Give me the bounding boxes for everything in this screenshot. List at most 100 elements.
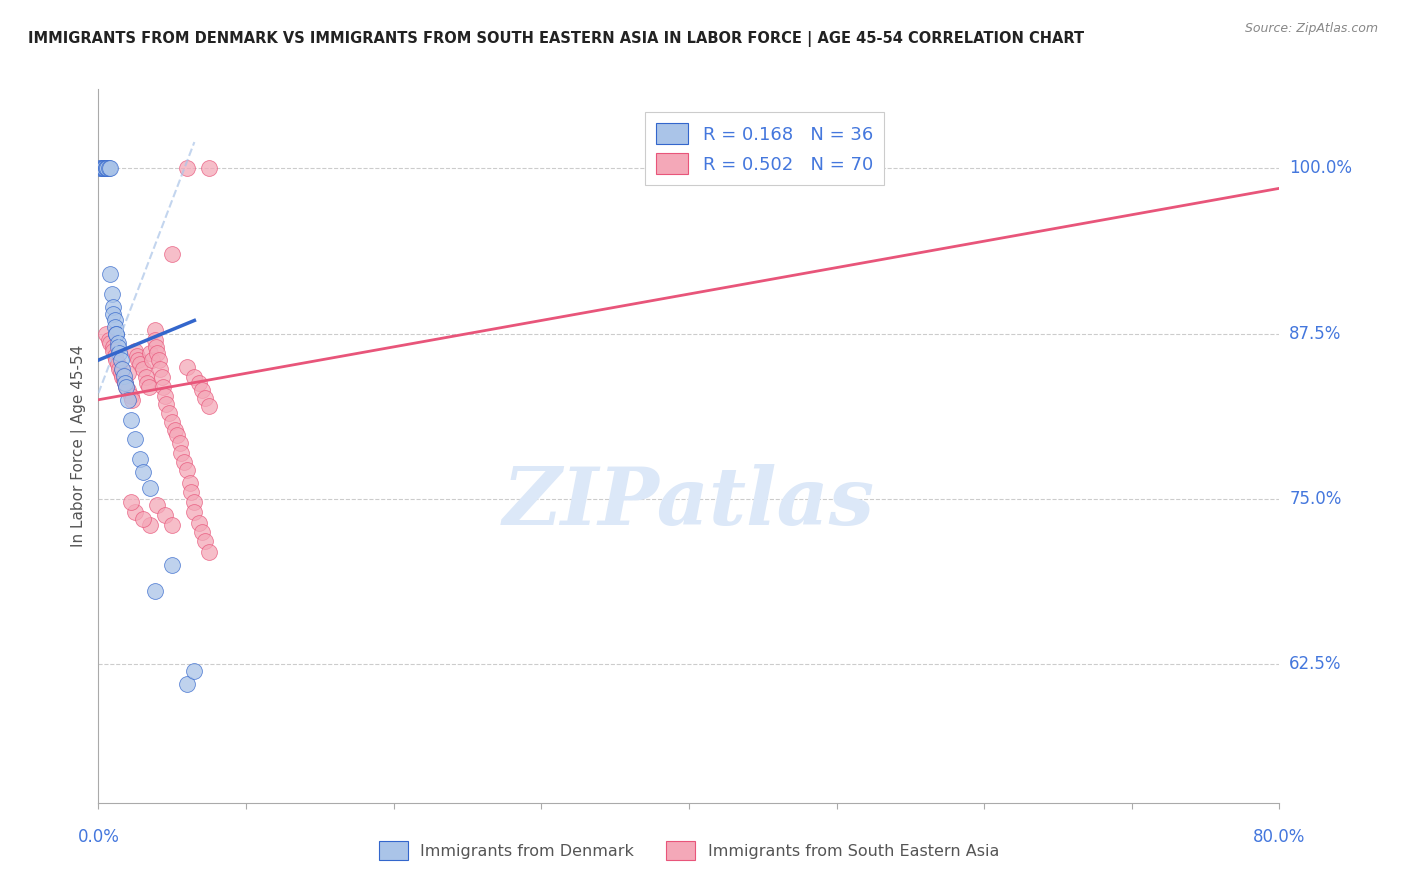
Point: [127, 353, 149, 368]
Point: [194, 534, 217, 549]
Point: [152, 379, 174, 393]
Point: [111, 370, 134, 384]
Point: [115, 379, 138, 393]
Point: [94, 161, 117, 176]
Point: [139, 481, 162, 495]
Point: [162, 415, 183, 429]
Point: [112, 368, 135, 383]
Text: ZIPatlas: ZIPatlas: [503, 465, 875, 541]
Point: [145, 340, 167, 354]
Point: [120, 412, 142, 426]
Point: [114, 376, 136, 390]
Point: [169, 436, 191, 450]
Point: [120, 389, 142, 403]
Point: [198, 400, 221, 414]
Point: [117, 367, 139, 381]
Text: 80.0%: 80.0%: [1253, 828, 1306, 846]
Point: [93, 161, 115, 176]
Point: [128, 452, 150, 467]
Point: [187, 376, 209, 390]
Point: [198, 161, 221, 176]
Point: [90, 161, 112, 176]
Point: [110, 367, 132, 381]
Point: [153, 389, 176, 403]
Point: [146, 346, 169, 360]
Point: [107, 335, 129, 350]
Point: [139, 346, 162, 360]
Point: [120, 494, 142, 508]
Point: [149, 362, 172, 376]
Point: [183, 664, 205, 678]
Point: [166, 428, 188, 442]
Legend: Immigrants from Denmark, Immigrants from South Eastern Asia: Immigrants from Denmark, Immigrants from…: [373, 835, 1005, 866]
Point: [143, 333, 166, 347]
Point: [148, 353, 170, 368]
Point: [91, 161, 114, 176]
Point: [112, 373, 135, 387]
Point: [176, 463, 198, 477]
Point: [162, 247, 183, 261]
Text: IMMIGRANTS FROM DENMARK VS IMMIGRANTS FROM SOUTH EASTERN ASIA IN LABOR FORCE | A: IMMIGRANTS FROM DENMARK VS IMMIGRANTS FR…: [28, 31, 1084, 47]
Point: [105, 353, 128, 368]
Point: [103, 300, 125, 314]
Point: [124, 343, 146, 358]
Point: [162, 558, 183, 572]
Text: 75.0%: 75.0%: [1289, 490, 1341, 508]
Point: [105, 326, 128, 341]
Point: [191, 524, 214, 539]
Point: [179, 475, 201, 490]
Point: [124, 433, 146, 447]
Text: 62.5%: 62.5%: [1289, 655, 1341, 673]
Point: [100, 287, 122, 301]
Point: [96, 161, 118, 176]
Point: [98, 267, 121, 281]
Point: [180, 485, 202, 500]
Point: [162, 518, 183, 533]
Point: [155, 397, 177, 411]
Point: [110, 353, 132, 368]
Point: [117, 392, 139, 407]
Point: [103, 343, 125, 358]
Text: 87.5%: 87.5%: [1289, 325, 1341, 343]
Point: [183, 370, 205, 384]
Point: [107, 357, 129, 371]
Point: [143, 323, 166, 337]
Point: [94, 326, 117, 341]
Point: [183, 494, 205, 508]
Point: [121, 392, 143, 407]
Point: [146, 499, 169, 513]
Y-axis label: In Labor Force | Age 45-54: In Labor Force | Age 45-54: [72, 345, 87, 547]
Point: [157, 406, 180, 420]
Point: [143, 584, 166, 599]
Point: [170, 445, 193, 459]
Point: [98, 335, 121, 350]
Point: [194, 392, 217, 406]
Point: [191, 384, 214, 398]
Point: [105, 326, 128, 341]
Point: [103, 340, 125, 354]
Point: [91, 161, 114, 176]
Point: [176, 161, 198, 176]
Point: [187, 516, 209, 530]
Point: [128, 357, 150, 371]
Point: [153, 508, 176, 522]
Point: [150, 370, 173, 384]
Point: [125, 349, 148, 363]
Point: [97, 333, 120, 347]
Point: [108, 346, 131, 360]
Point: [117, 384, 139, 398]
Point: [104, 313, 127, 327]
Point: [176, 359, 198, 374]
Point: [136, 376, 159, 390]
Point: [183, 505, 205, 519]
Point: [104, 349, 127, 363]
Point: [139, 518, 162, 533]
Point: [103, 307, 125, 321]
Point: [198, 545, 221, 559]
Point: [132, 362, 155, 376]
Point: [176, 677, 198, 691]
Point: [97, 161, 120, 176]
Point: [165, 423, 187, 437]
Point: [108, 362, 131, 376]
Point: [115, 379, 138, 393]
